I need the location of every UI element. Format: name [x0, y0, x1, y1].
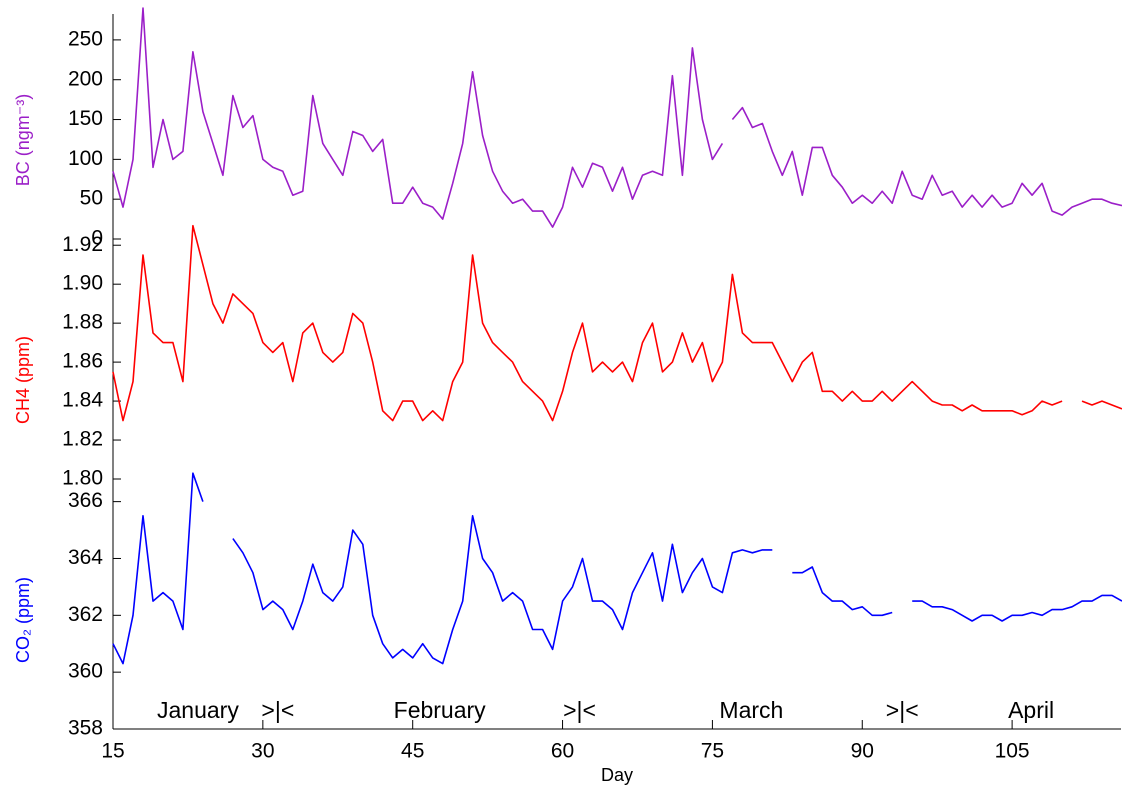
y-tick-label: 362: [68, 603, 103, 626]
y-tick-label: 1.88: [62, 311, 103, 334]
y-axis-title: BC (ngm⁻³): [13, 94, 33, 187]
y-tick-label: 366: [68, 489, 103, 512]
annotation: >|<: [261, 697, 294, 723]
x-tick-label: 15: [101, 740, 124, 763]
y-axis-title: CO₂ (ppm): [13, 577, 33, 663]
x-tick-label: 30: [251, 740, 274, 763]
annotation: March: [719, 697, 783, 723]
y-tick-label: 1.92: [62, 233, 103, 256]
y-tick-label: 0: [91, 227, 103, 250]
annotation: >|<: [886, 697, 919, 723]
y-axis-title: CH4 (ppm): [13, 336, 33, 424]
annotation: April: [1008, 697, 1054, 723]
y-tick-label: 250: [68, 27, 103, 50]
x-tick-label: 90: [851, 740, 874, 763]
data-line: [112, 472, 1122, 665]
y-tick-label: 1.84: [62, 389, 103, 412]
y-tick-label: 358: [68, 717, 103, 740]
x-tick-label: 45: [401, 740, 424, 763]
x-tick-label: 60: [551, 740, 574, 763]
annotation: >|<: [563, 697, 596, 723]
y-tick-label: 1.86: [62, 350, 103, 373]
y-tick-label: 100: [68, 147, 103, 170]
x-tick-label: 105: [995, 740, 1030, 763]
y-tick-label: 1.80: [62, 467, 103, 490]
y-tick-label: 1.82: [62, 428, 103, 451]
annotation: February: [394, 697, 487, 723]
y-tick-label: 200: [68, 67, 103, 90]
annotation: January: [157, 697, 239, 723]
data-line: [112, 7, 1122, 228]
y-tick-label: 1.90: [62, 272, 103, 295]
data-line: [112, 224, 1122, 422]
y-tick-label: 360: [68, 660, 103, 683]
x-tick-label: 75: [701, 740, 724, 763]
y-tick-label: 364: [68, 546, 103, 569]
x-axis-title: Day: [601, 765, 633, 785]
y-tick-label: 50: [80, 187, 103, 210]
y-tick-label: 150: [68, 107, 103, 130]
